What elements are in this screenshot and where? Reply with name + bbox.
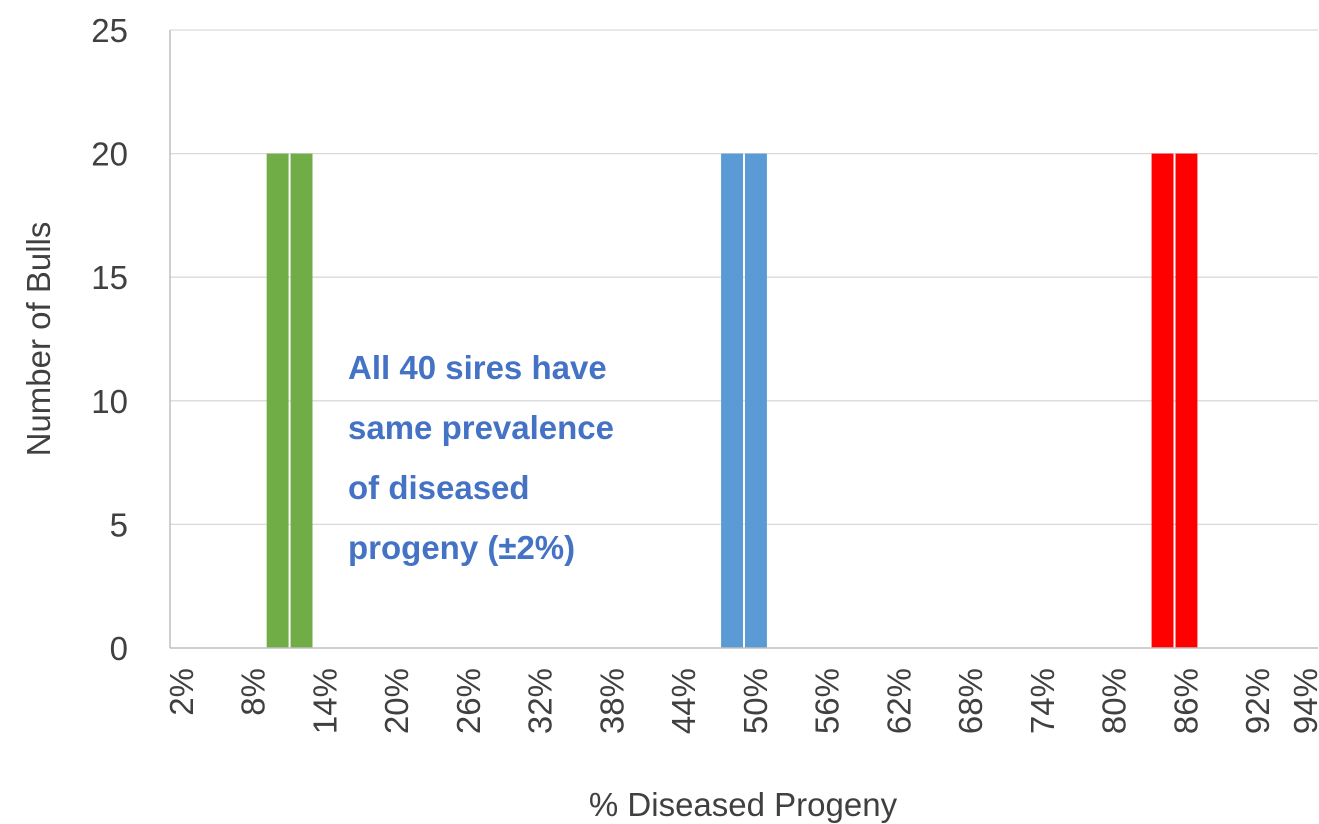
- y-tick-label: 10: [91, 383, 128, 420]
- y-tick-labels: 0 5 10 15 20 25: [91, 12, 128, 667]
- x-tick-label: 68%: [952, 668, 989, 734]
- x-tick-label: 92%: [1239, 668, 1276, 734]
- bar: [266, 153, 289, 648]
- x-tick-label: 74%: [1024, 668, 1061, 734]
- x-tick-label: 94%: [1287, 668, 1319, 734]
- y-tick-label: 25: [91, 12, 128, 49]
- y-tick-label: 0: [110, 630, 128, 667]
- x-tick-label: 32%: [522, 668, 559, 734]
- x-tick-label: 44%: [665, 668, 702, 734]
- x-tick-label: 50%: [737, 668, 774, 734]
- x-tick-label: 26%: [450, 668, 487, 734]
- x-tick-label: 14%: [306, 668, 343, 734]
- x-tick-label: 56%: [809, 668, 846, 734]
- y-tick-label: 5: [110, 506, 128, 543]
- y-axis-title: Number of Bulls: [20, 222, 57, 457]
- y-tick-label: 15: [91, 259, 128, 296]
- bar: [745, 153, 767, 648]
- annotation-line: same prevalence: [348, 409, 614, 446]
- bars: [266, 153, 1198, 648]
- gridlines: [170, 29, 1318, 526]
- x-axis-title: % Diseased Progeny: [589, 786, 898, 823]
- annotation-line: of diseased: [348, 469, 530, 506]
- x-tick-label: 2%: [163, 668, 200, 716]
- x-tick-labels: 2% 8% 14% 20% 26% 32% 38% 44% 50% 56% 62% 68% 74% 80%…: [163, 668, 1319, 734]
- x-tick-label: 38%: [593, 668, 630, 734]
- x-tick-label: 20%: [378, 668, 415, 734]
- bar: [1175, 153, 1198, 648]
- bar: [721, 153, 743, 648]
- x-tick-label: 86%: [1167, 668, 1204, 734]
- axes: [169, 30, 1318, 649]
- bar: [1151, 153, 1174, 648]
- annotation-line: progeny (±2%): [348, 529, 575, 566]
- annotation-text: All 40 sires have same prevalence of disea…: [348, 349, 614, 566]
- x-tick-label: 80%: [1096, 668, 1133, 734]
- y-tick-label: 20: [91, 136, 128, 173]
- annotation-line: All 40 sires have: [348, 349, 607, 386]
- bar: [290, 153, 313, 648]
- x-tick-label: 62%: [880, 668, 917, 734]
- x-tick-label: 8%: [235, 668, 272, 716]
